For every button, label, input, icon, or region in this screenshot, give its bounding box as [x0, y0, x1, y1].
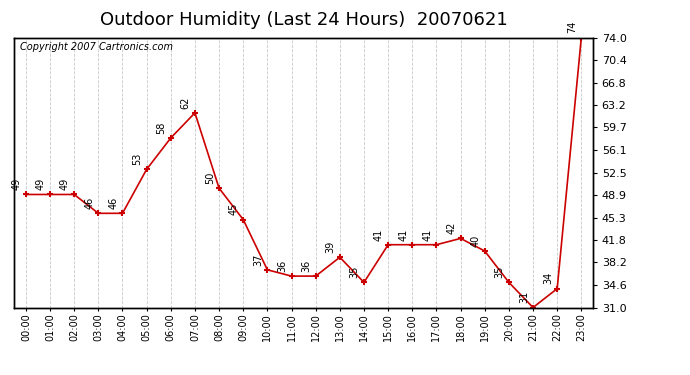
Text: 36: 36: [277, 260, 287, 272]
Text: 41: 41: [422, 228, 432, 240]
Text: 62: 62: [181, 96, 190, 109]
Text: 35: 35: [495, 266, 504, 278]
Text: 46: 46: [84, 197, 94, 209]
Text: 49: 49: [36, 178, 46, 190]
Text: 46: 46: [108, 197, 118, 209]
Text: Copyright 2007 Cartronics.com: Copyright 2007 Cartronics.com: [19, 42, 172, 51]
Text: 41: 41: [374, 228, 384, 240]
Text: 58: 58: [157, 122, 166, 134]
Text: 74: 74: [567, 21, 577, 33]
Text: 36: 36: [302, 260, 311, 272]
Text: 49: 49: [60, 178, 70, 190]
Text: 37: 37: [253, 253, 263, 266]
Text: 40: 40: [471, 235, 480, 247]
Text: 45: 45: [229, 203, 239, 215]
Text: 42: 42: [446, 222, 456, 234]
Text: 41: 41: [398, 228, 408, 240]
Text: 50: 50: [205, 172, 215, 184]
Text: 39: 39: [326, 241, 335, 253]
Text: 53: 53: [132, 153, 142, 165]
Text: Outdoor Humidity (Last 24 Hours)  20070621: Outdoor Humidity (Last 24 Hours) 2007062…: [100, 11, 507, 29]
Text: 35: 35: [350, 266, 359, 278]
Text: 31: 31: [519, 291, 529, 303]
Text: 34: 34: [543, 272, 553, 285]
Text: 49: 49: [12, 178, 21, 190]
